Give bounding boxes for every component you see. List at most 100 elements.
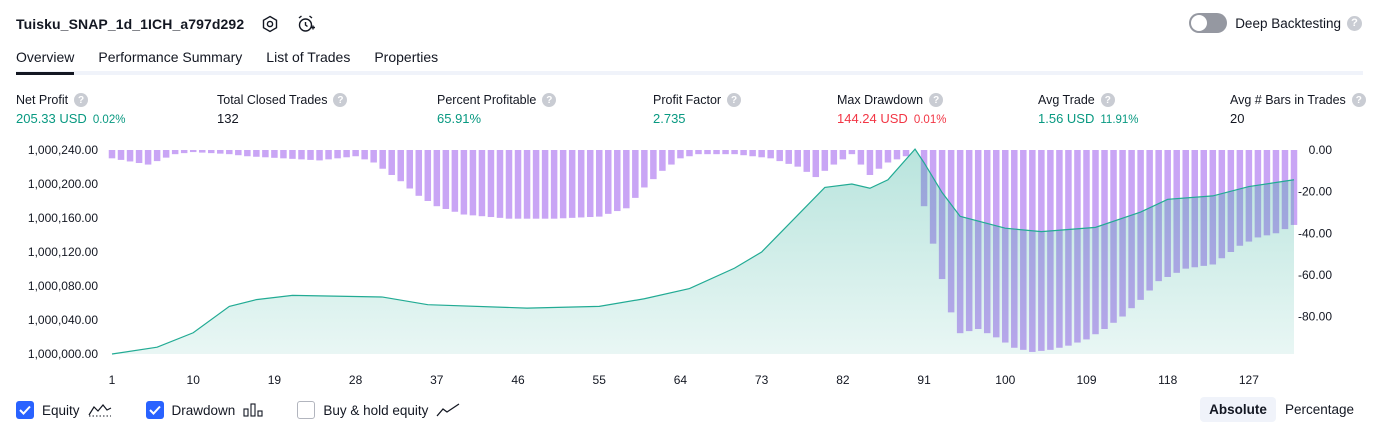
drawdown-bar [343,150,350,158]
drawdown-bar [614,150,621,212]
drawdown-bar [686,150,693,157]
equity-toggle[interactable]: Equity [16,401,112,419]
tab-overview[interactable]: Overview [16,44,75,75]
right-axis-tick: -60.00 [1298,268,1332,282]
metric-percent: 0.01% [913,114,947,126]
left-axis-tick: 1,000,200.00 [28,177,98,191]
x-axis-tick: 1 [109,373,116,387]
scale-switch: Absolute Percentage [1200,397,1363,422]
drawdown-bar [803,150,811,172]
drawdown-bar [334,150,341,159]
settings-icon[interactable] [260,14,280,34]
x-axis-tick: 91 [917,373,931,387]
absolute-button[interactable]: Absolute [1200,397,1276,422]
help-icon[interactable]: ? [74,93,89,107]
drawdown-bar [442,150,450,209]
drawdown-bar [496,150,504,218]
tab-properties[interactable]: Properties [374,49,439,65]
deep-backtesting-toggle[interactable] [1189,13,1228,33]
x-axis: 1 10 19 28 37 46 55 64 73 82 91 100 109 118 127 [109,373,1260,387]
drawdown-bar [722,150,729,155]
drawdown-bar [559,150,567,219]
x-axis-tick: 127 [1239,373,1259,387]
help-icon[interactable]: ? [727,93,742,107]
drawdown-bar [577,150,585,218]
drawdown-bar [352,150,359,157]
help-icon[interactable]: ? [1351,93,1366,107]
drawdown-bar [244,150,251,157]
chart-legend: Equity Drawdown Buy & hold equity [16,401,494,419]
percentage-button[interactable]: Percentage [1284,402,1354,417]
left-axis-tick: 1,000,040.00 [28,313,98,327]
drawdown-bar [758,150,765,158]
drawdown-bar [180,150,188,154]
buy-hold-toggle[interactable]: Buy & hold equity [297,401,460,419]
drawdown-bar [541,150,549,219]
drawdown-bar [812,150,820,178]
metric-value: 1.56 USD [1038,111,1095,126]
metric-percent: 0.02% [92,114,126,126]
add-alert-icon[interactable] [296,14,316,34]
help-icon[interactable]: ? [542,93,557,107]
checkbox-checked-icon[interactable] [16,401,34,419]
metric-value: 20 [1230,111,1245,126]
right-axis: 0.00 -20.00 -40.00 -60.00 -80.00 [1298,143,1332,324]
drawdown-bar [704,150,711,155]
help-icon[interactable]: ? [1347,15,1362,31]
left-axis-tick: 1,000,240.00 [28,143,98,157]
drawdown-bar [749,150,756,157]
drawdown-bar [271,150,278,158]
strategy-header: Tuisku_SNAP_1d_1ICH_a797d292 [16,12,316,36]
metric-value: 65.91% [437,111,482,126]
strategy-title: Tuisku_SNAP_1d_1ICH_a797d292 [16,16,245,32]
drawdown-bar [280,150,287,159]
drawdown-bar [189,150,197,153]
drawdown-bar [659,150,666,171]
help-icon[interactable]: ? [1100,93,1115,107]
help-icon[interactable]: ? [333,93,348,107]
drawdown-bar [162,150,170,158]
drawdown-bar [839,150,847,160]
drawdown-bar [866,150,874,175]
drawdown-bar [460,150,468,215]
drawdown-bar [884,150,892,163]
drawdown-toggle[interactable]: Drawdown [145,401,264,419]
drawdown-bar [361,150,368,160]
drawdown-bar [830,150,838,165]
drawdown-bar [875,150,883,169]
buy-hold-label: Buy & hold equity [323,402,429,418]
equity-area [111,148,1295,355]
metric-value: 132 [217,111,239,126]
drawdown-bar [478,150,486,217]
metric-label: Percent Profitable [437,93,537,107]
drawdown-bar [550,150,558,219]
equity-drawdown-chart[interactable]: 1,000,240.00 1,000,200.00 1,000,160.00 1,00… [0,138,1379,390]
drawdown-bar [776,150,783,162]
drawdown-bar [650,150,657,180]
drawdown-bar [523,150,531,219]
tab-performance-summary[interactable]: Performance Summary [98,49,243,65]
checkbox-checked-icon[interactable] [145,401,164,419]
drawdown-bar [586,150,594,218]
x-axis-tick: 64 [674,373,688,387]
drawdown-bar [532,150,540,219]
drawdown-bar [217,150,224,154]
drawdown-bar [226,150,233,155]
metric-value: 144.24 USD [837,111,908,126]
left-axis-tick: 1,000,000.00 [28,347,98,361]
drawdown-bar [713,150,720,155]
help-icon[interactable]: ? [929,93,944,107]
drawdown-bar [388,150,395,175]
tab-list-of-trades[interactable]: List of Trades [266,49,351,65]
metric-value: 205.33 USD [16,111,87,126]
drawdown-bar [144,150,152,165]
drawdown-bar [117,150,125,160]
drawdown-bar [623,150,630,209]
equity-fill [112,149,1294,354]
drawdown-bar [568,150,576,218]
deep-backtesting-label: Deep Backtesting [1235,15,1341,31]
drawdown-bar [641,150,648,188]
drawdown-bar [397,150,404,182]
metric-percent-profitable: Percent Profitable? 65.91% [437,93,557,126]
checkbox-unchecked-icon[interactable] [297,401,316,419]
